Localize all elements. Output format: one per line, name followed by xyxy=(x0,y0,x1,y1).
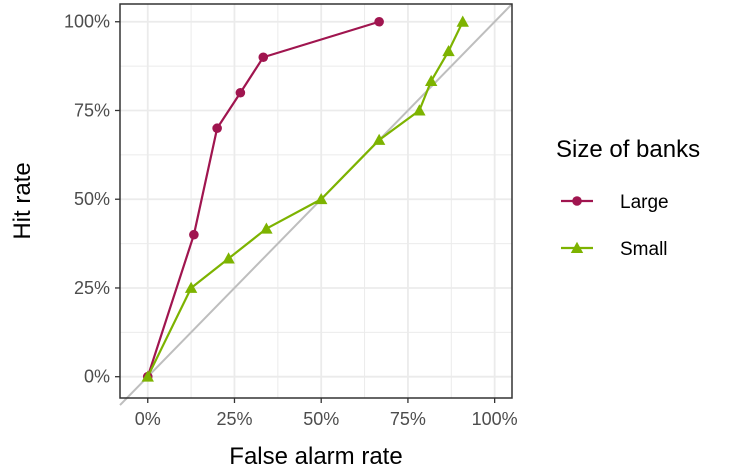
data-point-small xyxy=(442,45,455,57)
x-tick-label: 50% xyxy=(303,409,339,429)
panel-frame xyxy=(119,3,513,399)
y-tick-label: 50% xyxy=(74,189,110,209)
data-point-small xyxy=(413,104,426,116)
data-point-large xyxy=(374,16,384,27)
y-tick-label: 75% xyxy=(74,100,110,120)
legend: Size of banks Large Small xyxy=(556,136,700,260)
x-axis-title: False alarm rate xyxy=(229,443,402,470)
data-point-large xyxy=(212,123,222,134)
data-point-small xyxy=(184,281,198,293)
x-axis-ticks: 0% 25% 50% 75% 100% xyxy=(135,398,518,429)
y-tick-label: 0% xyxy=(84,367,110,387)
x-tick-label: 25% xyxy=(216,409,252,429)
data-point-small xyxy=(456,15,469,27)
x-tick-label: 75% xyxy=(390,409,426,429)
data-point-large xyxy=(189,229,199,240)
y-tick-label: 25% xyxy=(74,278,110,298)
diagonal-reference-line xyxy=(119,3,513,406)
series-small xyxy=(141,15,469,382)
x-tick-label: 0% xyxy=(135,409,161,429)
data-point-small xyxy=(141,370,154,382)
y-axis-title: Hit rate xyxy=(9,162,36,239)
data-point-small xyxy=(372,133,386,145)
legend-label-small: Small xyxy=(620,239,668,260)
data-point-large xyxy=(235,87,246,98)
y-axis-ticks: 0% 25% 50% 75% 100% xyxy=(64,12,120,387)
legend-item-small: Small xyxy=(561,239,668,260)
legend-label-large: Large xyxy=(620,192,669,213)
data-point-small xyxy=(222,252,235,264)
data-point-small xyxy=(424,74,438,86)
legend-title: Size of banks xyxy=(556,136,700,163)
series-line-small xyxy=(146,21,464,378)
data-point-small xyxy=(260,222,273,234)
reference-line xyxy=(119,3,513,406)
legend-item-large: Large xyxy=(561,192,669,213)
x-tick-label: 100% xyxy=(472,409,518,429)
y-tick-label: 100% xyxy=(64,12,110,32)
panel-border xyxy=(119,3,513,399)
data-point-small xyxy=(315,193,328,205)
series-line-large xyxy=(146,20,380,378)
legend-key-marker-small xyxy=(570,241,584,253)
series-layer xyxy=(141,15,469,382)
data-point-large xyxy=(258,52,269,63)
legend-key-marker-large xyxy=(572,196,582,206)
